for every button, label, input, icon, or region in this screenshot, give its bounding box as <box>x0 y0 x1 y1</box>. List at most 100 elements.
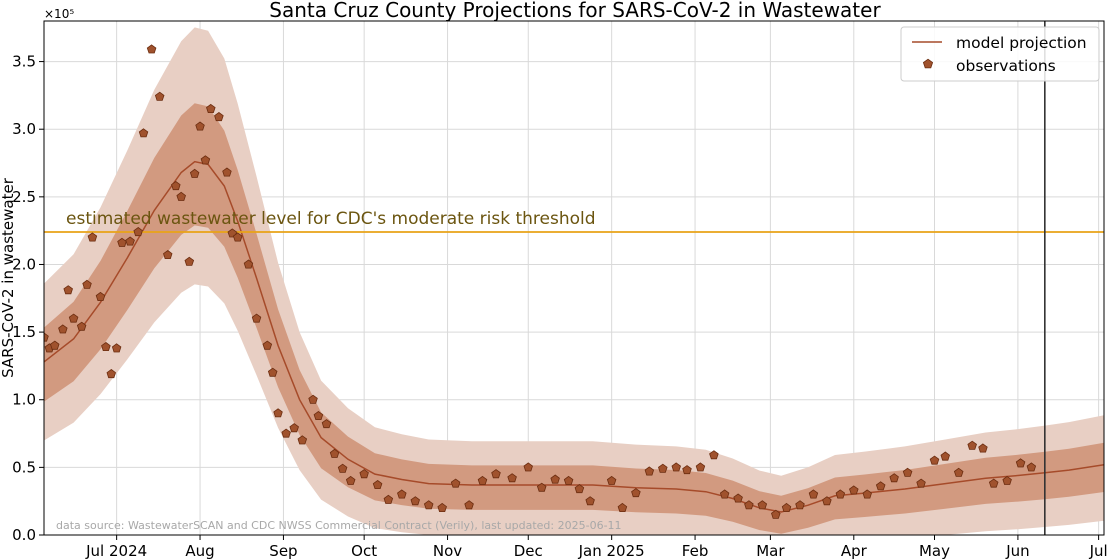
observation-point <box>835 489 846 499</box>
observation-point <box>477 475 488 485</box>
observation-point <box>329 448 340 458</box>
observation-point <box>184 256 195 266</box>
observation-point <box>709 450 719 460</box>
plot-frame <box>43 20 1105 536</box>
observation-point <box>262 340 273 350</box>
observation-point <box>423 500 434 510</box>
observation-point <box>383 494 394 504</box>
observation-point <box>978 443 988 453</box>
observation-point <box>671 462 681 472</box>
observation-point <box>733 493 743 503</box>
observation-point <box>58 324 68 334</box>
observation-point <box>189 168 200 178</box>
observation-point <box>82 279 92 289</box>
observation-point <box>464 500 474 510</box>
observation-point <box>682 465 692 475</box>
observation-point <box>359 469 369 479</box>
observation-point <box>397 489 407 499</box>
observation-point <box>563 475 574 485</box>
legend-marker-swatch <box>922 58 934 69</box>
observation-point <box>68 313 79 323</box>
observation-point <box>550 474 560 484</box>
x-tick-label: Nov <box>433 542 462 559</box>
observation-point <box>251 313 262 323</box>
observation-point <box>644 466 655 476</box>
observation-point <box>491 469 501 479</box>
observation-point <box>117 237 127 247</box>
threshold-label: estimated wastewater level for CDC's mod… <box>66 209 596 229</box>
observation-point <box>574 484 585 494</box>
observation-point <box>289 423 299 433</box>
y-tick-label: 2.5 <box>12 188 36 206</box>
x-tick-label: Apr <box>841 542 868 559</box>
y-tick-label: 3.0 <box>12 120 36 138</box>
observation-point <box>273 408 283 418</box>
observation-point <box>902 467 913 477</box>
observation-point <box>95 291 106 301</box>
observation-point <box>154 91 165 101</box>
observation-point <box>631 488 641 498</box>
observation-point <box>222 167 232 177</box>
chart-title: Santa Cruz County Projections for SARS-C… <box>269 0 881 22</box>
observation-point <box>1002 475 1012 485</box>
observation-point <box>450 478 461 488</box>
observation-point <box>658 463 668 473</box>
x-tick-label: Sep <box>269 542 297 559</box>
x-tick-label: Jan 2025 <box>578 542 645 559</box>
observation-point <box>87 232 98 242</box>
axes: Jul 2024 Aug Sep Oct Nov Dec Jan 2025 Feb Mar Apr… <box>12 20 1108 559</box>
observation-point <box>695 462 706 472</box>
observation-point <box>125 236 135 246</box>
legend: model projection observations <box>900 26 1100 82</box>
observation-point <box>106 369 116 379</box>
observation-point <box>757 500 768 510</box>
x-tick-label: May <box>919 542 950 559</box>
x-tick-label: Oct <box>351 542 377 559</box>
model-projection-line <box>44 160 1104 513</box>
observation-point <box>206 103 216 113</box>
observation-point <box>76 321 87 331</box>
observation-point <box>781 502 792 512</box>
observation-point <box>243 259 254 269</box>
observation-point <box>822 496 832 506</box>
y-tick-label: 3.5 <box>12 53 36 71</box>
observation-point <box>195 121 205 131</box>
y-offset-label: ×10⁵ <box>44 7 74 21</box>
observation-point <box>889 473 899 483</box>
observation-point <box>214 112 224 122</box>
x-tick-label: Aug <box>185 542 214 559</box>
y-tick-label: 0.0 <box>12 526 36 544</box>
plot-area: estimated wastewater level for CDC's mod… <box>44 21 1104 535</box>
source-note: data source: WastewaterSCAN and CDC NWSS… <box>56 519 622 532</box>
observation-point <box>744 500 754 510</box>
observation-point <box>1015 458 1026 468</box>
observation-point <box>940 451 950 461</box>
observation-point <box>795 500 805 510</box>
observation-point <box>63 285 73 295</box>
observation-point <box>523 462 533 472</box>
legend-label-model: model projection <box>956 34 1087 52</box>
observation-point <box>1026 462 1037 472</box>
observation-point <box>101 342 111 351</box>
observation-point <box>232 232 243 242</box>
observation-point <box>507 473 517 483</box>
uncertainty-band-inner <box>44 103 1104 534</box>
observation-point <box>308 394 318 404</box>
observation-point <box>146 44 157 54</box>
observation-point <box>345 475 356 485</box>
observation-point <box>410 496 420 506</box>
observation-point <box>585 496 595 506</box>
observation-point <box>267 367 278 377</box>
observation-point <box>138 128 149 138</box>
observation-point <box>849 485 859 495</box>
y-tick-label: 0.5 <box>12 458 36 476</box>
observation-point <box>437 502 447 512</box>
observation-point <box>200 155 211 165</box>
observation-point <box>111 343 122 353</box>
observation-point <box>313 411 324 420</box>
x-tick-label: Dec <box>514 542 543 559</box>
x-tick-label: Feb <box>682 542 709 559</box>
observation-point <box>988 478 999 488</box>
observation-point <box>297 435 308 445</box>
